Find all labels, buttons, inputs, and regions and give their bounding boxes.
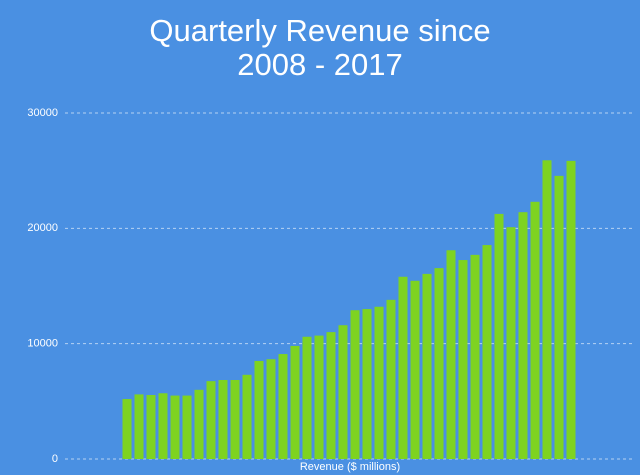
y-tick-label: 0 — [52, 453, 58, 465]
bar — [362, 309, 372, 459]
bar — [398, 276, 408, 459]
bar — [422, 273, 432, 459]
x-axis-label: Revenue ($ millions) — [300, 461, 400, 473]
chart-title: Quarterly Revenue since 2008 - 2017 — [149, 13, 491, 82]
bar — [314, 335, 324, 459]
bar — [566, 160, 576, 459]
bar — [494, 213, 504, 459]
bar — [326, 332, 336, 459]
bar — [230, 379, 240, 459]
y-tick-label: 20000 — [27, 222, 58, 234]
bar — [386, 299, 396, 459]
bar — [194, 389, 204, 459]
bar — [374, 306, 384, 459]
y-tick-label: 10000 — [27, 338, 58, 350]
bar — [206, 381, 216, 459]
bar — [506, 227, 516, 459]
bar — [446, 250, 456, 459]
bar — [134, 394, 144, 459]
bar — [458, 260, 468, 459]
bar — [470, 254, 480, 459]
bar — [182, 395, 192, 459]
bar — [290, 345, 300, 459]
bar — [218, 379, 228, 459]
bar — [554, 175, 564, 459]
bar — [170, 395, 180, 459]
bar — [146, 394, 156, 459]
bar — [434, 268, 444, 459]
y-tick-label: 30000 — [27, 107, 58, 119]
bar — [266, 359, 276, 459]
bar — [410, 280, 420, 459]
bar — [530, 201, 540, 459]
bar — [542, 160, 552, 459]
bar — [254, 360, 264, 459]
bar — [518, 212, 528, 459]
bar — [242, 374, 252, 459]
bar — [482, 245, 492, 459]
bar — [122, 399, 132, 459]
bar — [158, 393, 168, 459]
bar — [338, 325, 348, 459]
bar — [350, 310, 360, 459]
bar — [302, 336, 312, 459]
bar — [278, 354, 288, 459]
